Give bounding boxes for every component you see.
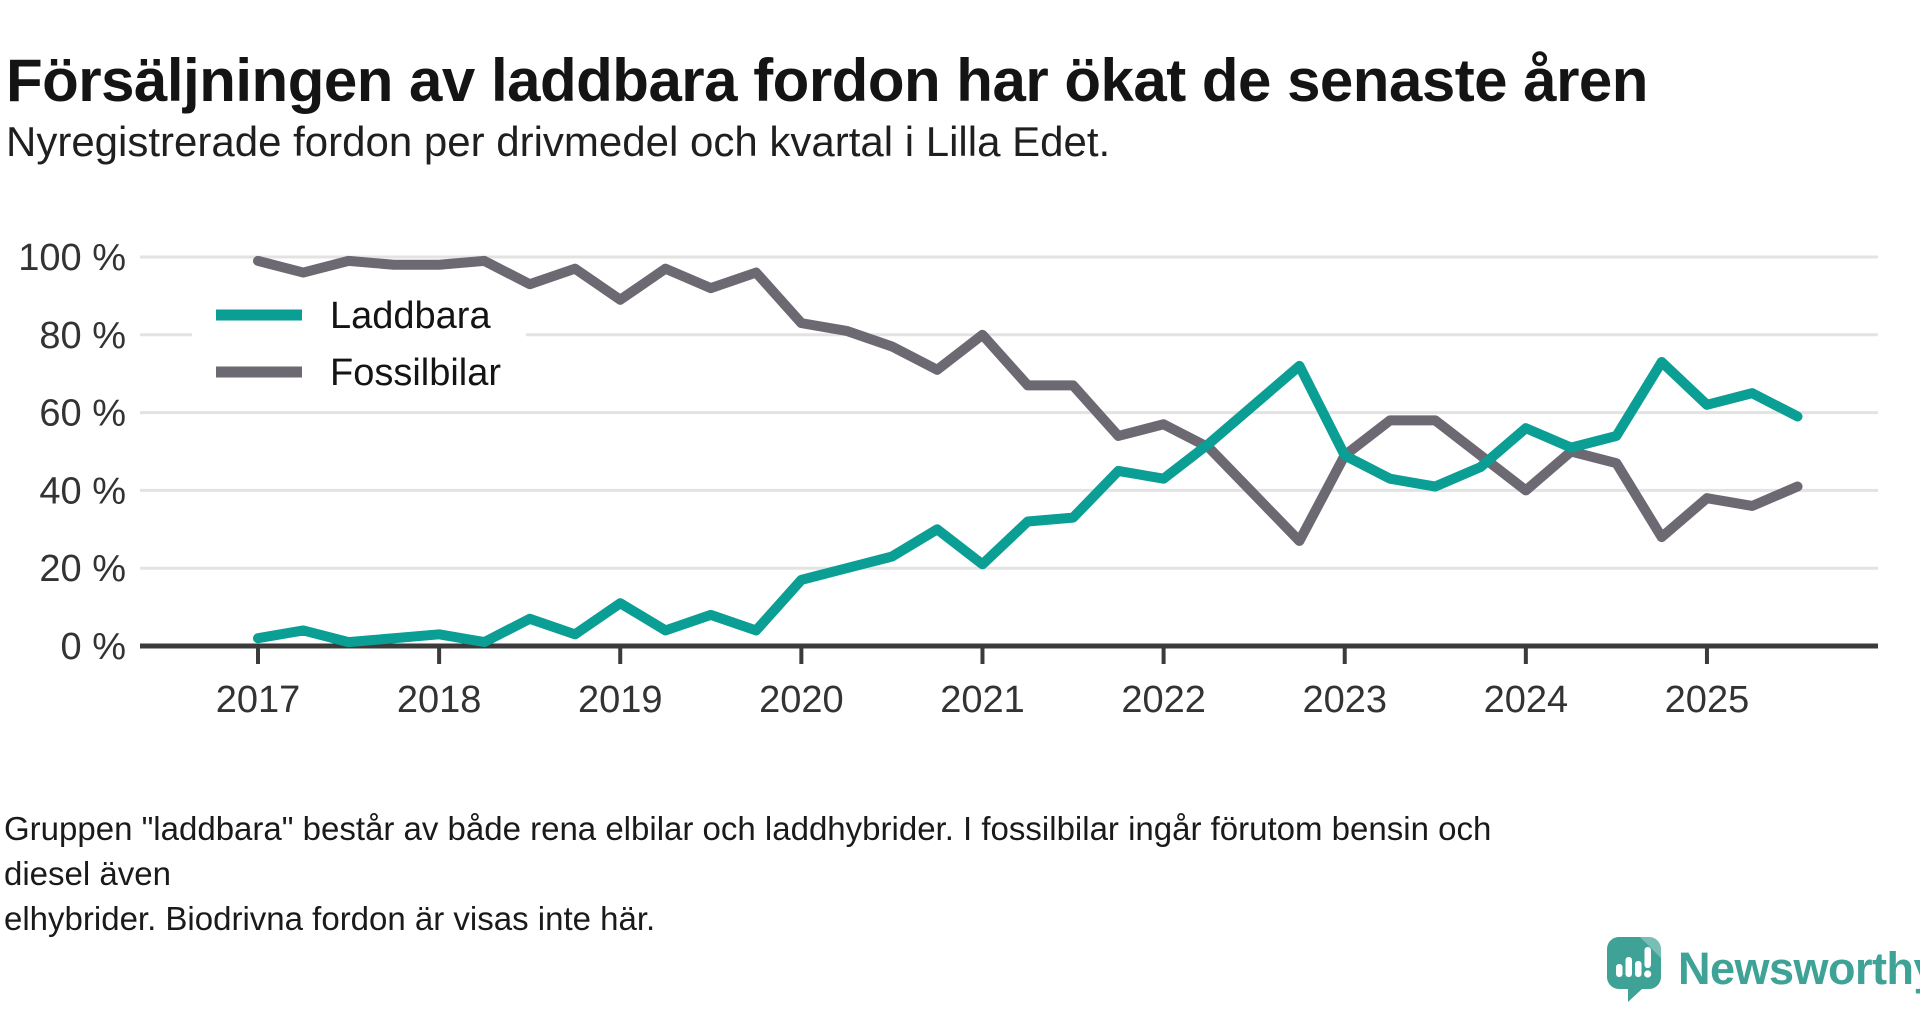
chart-title: Försäljningen av laddbara fordon har öka… xyxy=(6,47,1648,115)
x-tick-label-2025: 2025 xyxy=(1665,679,1750,721)
x-tick-label-2021: 2021 xyxy=(940,679,1025,721)
legend-label-fossilbilar: Fossilbilar xyxy=(330,352,501,394)
x-tick-label-2022: 2022 xyxy=(1121,679,1206,721)
footnote-line-2: elhybrider. Biodrivna fordon är visas in… xyxy=(4,900,656,937)
newsworthy-logo: Newsworthy xyxy=(1606,936,1920,1002)
y-tick-label-80: 80 % xyxy=(39,315,126,357)
y-tick-label-100: 100 % xyxy=(18,237,126,279)
x-tick-label-2017: 2017 xyxy=(216,679,301,721)
series-line-laddbara xyxy=(253,357,1803,648)
y-tick-label-20: 20 % xyxy=(39,548,126,590)
legend-label-laddbara: Laddbara xyxy=(330,295,491,337)
chart-footnote: Gruppen "laddbara" består av både rena e… xyxy=(4,806,1564,941)
series-line-fossilbilar xyxy=(253,255,1803,546)
x-tick-label-2020: 2020 xyxy=(759,679,844,721)
footnote-line-1: Gruppen "laddbara" består av både rena e… xyxy=(4,810,1492,892)
newsworthy-icon xyxy=(1607,937,1661,1002)
legend-box xyxy=(192,288,526,404)
x-tick-label-2024: 2024 xyxy=(1484,679,1569,721)
x-tick-label-2023: 2023 xyxy=(1302,679,1387,721)
x-tick-label-2019: 2019 xyxy=(578,679,663,721)
x-tick-label-2018: 2018 xyxy=(397,679,482,721)
y-tick-label-0: 0 % xyxy=(61,626,126,668)
y-tick-label-40: 40 % xyxy=(39,470,126,512)
chart-subtitle: Nyregistrerade fordon per drivmedel och … xyxy=(6,118,1111,165)
y-tick-label-60: 60 % xyxy=(39,393,126,435)
newsworthy-wordmark: Newsworthy xyxy=(1678,943,1920,994)
